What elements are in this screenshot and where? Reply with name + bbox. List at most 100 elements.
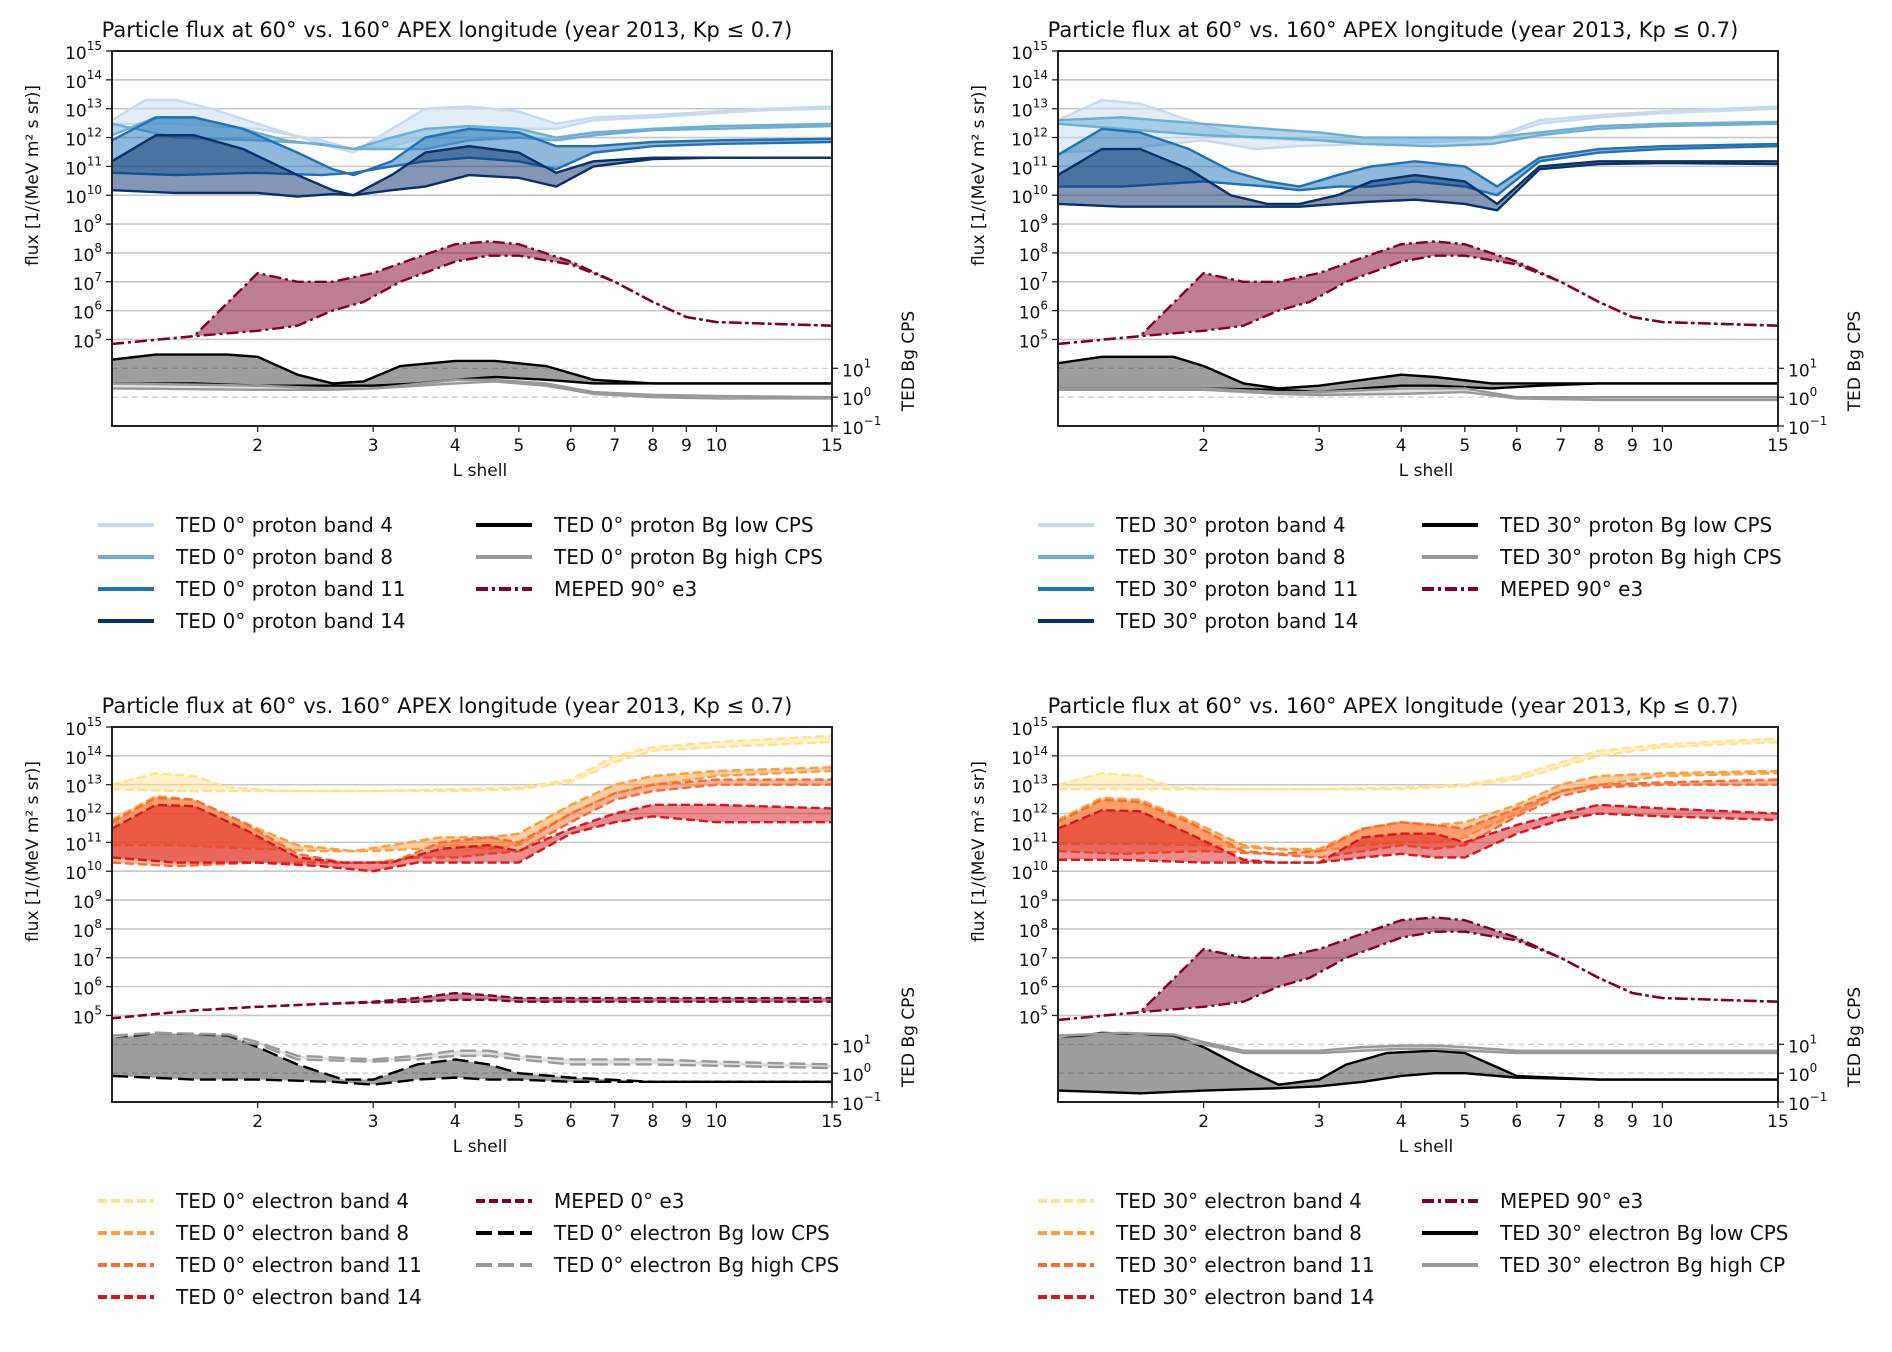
y-right-tick-label: 10−1 — [1788, 414, 1827, 439]
series-group — [112, 98, 832, 400]
x-tick-label: 8 — [1593, 436, 1604, 456]
band-fill-ted-30-proton-band-4 — [1058, 100, 1778, 153]
legend-label: TED 30° electron band 4 — [1116, 1189, 1362, 1213]
series-line-ted-30-electron-band-4-upper — [1058, 737, 1778, 791]
legend-swatch-icon — [98, 1263, 154, 1267]
y-right-axis-label: TED Bg CPS — [899, 987, 919, 1088]
x-tick-label: 8 — [1593, 1112, 1604, 1132]
electron-0deg-chart: Particle flux at 60° vs. 160° APEX longi… — [23, 694, 919, 1157]
y-tick-label: 1013 — [65, 773, 102, 798]
legend-swatch-icon — [98, 1295, 154, 1299]
band-fill-ted-0-proton-bg-low-cps — [112, 354, 832, 386]
x-tick-label: 9 — [681, 436, 692, 456]
y-tick-label: 107 — [73, 946, 102, 971]
legend-item: TED 30° electron band 4 — [1036, 1186, 1362, 1216]
legend-item: TED 0° electron Bg low CPS — [474, 1218, 830, 1248]
legend-swatch-icon — [476, 1199, 532, 1203]
y-tick-label: 1014 — [65, 744, 102, 769]
legend-swatch-icon — [1422, 1231, 1478, 1235]
series-line-ted-0-proton-bg-high-cps-lower — [112, 380, 832, 400]
y-tick-label: 1015 — [1011, 715, 1048, 740]
legend-item: TED 30° proton band 4 — [1036, 510, 1346, 540]
series-line-ted-0-proton-band-4-upper — [112, 98, 832, 154]
series-line-ted-30-proton-bg-low-cps-lower — [1058, 382, 1778, 394]
series-line-ted-30-proton-bg-low-cps-upper — [1058, 355, 1778, 390]
legend-item: TED 0° proton Bg high CPS — [474, 542, 823, 572]
y-axis-label: flux [1/(MeV m² s sr)] — [23, 85, 43, 266]
legend-label: MEPED 0° e3 — [554, 1189, 685, 1213]
legend-item: MEPED 90° e3 — [474, 574, 697, 604]
x-axis-label: L shell — [1399, 461, 1453, 481]
y-right-tick-label: 100 — [842, 1061, 871, 1086]
y-axis-label: flux [1/(MeV m² s sr)] — [23, 761, 43, 942]
y-tick-label: 1011 — [1011, 154, 1048, 179]
y-tick-label: 107 — [1019, 946, 1048, 971]
legend-item: TED 0° electron band 11 — [96, 1250, 422, 1280]
y-tick-label: 1011 — [65, 830, 102, 855]
y-tick-label: 105 — [1019, 327, 1048, 352]
x-tick-label: 5 — [513, 1112, 524, 1132]
x-tick-label: 2 — [1198, 436, 1209, 456]
y-tick-label: 109 — [73, 888, 102, 913]
y-tick-label: 107 — [73, 270, 102, 295]
legend-label: TED 0° proton band 8 — [176, 545, 393, 569]
legend-item: MEPED 0° e3 — [474, 1186, 684, 1216]
legend-label: TED 0° electron band 8 — [176, 1221, 410, 1245]
series-line-ted-0-electron-band-11-upper — [112, 778, 832, 864]
series-line-ted-30-proton-band-11-upper — [1058, 127, 1778, 188]
y-right-tick-label: 10−1 — [842, 1090, 881, 1115]
legend-swatch-icon — [1038, 587, 1094, 591]
x-tick-label: 4 — [450, 1112, 461, 1132]
x-tick-label: 3 — [368, 436, 379, 456]
x-tick-label: 10 — [1652, 436, 1674, 456]
legend-item: TED 30° proton band 8 — [1036, 542, 1346, 572]
x-tick-label: 15 — [1767, 1112, 1789, 1132]
x-tick-label: 6 — [565, 436, 576, 456]
legend-label: TED 30° proton band 8 — [1116, 545, 1346, 569]
plot-frame — [111, 726, 833, 1103]
legend-label: MEPED 90° e3 — [554, 577, 698, 601]
legend-item: TED 0° proton band 4 — [96, 510, 393, 540]
proton-0deg-chart: Particle flux at 60° vs. 160° APEX longi… — [23, 18, 919, 481]
legend-label: TED 0° proton Bg low CPS — [554, 513, 814, 537]
legend-swatch-icon — [1038, 1295, 1094, 1299]
legend-label: TED 0° proton band 4 — [176, 513, 393, 537]
legend-swatch-icon — [1422, 1199, 1478, 1203]
legend-item: TED 30° proton Bg low CPS — [1420, 510, 1772, 540]
series-line-ted-30-proton-bg-high-cps-upper — [1058, 387, 1778, 399]
y-tick-label: 1014 — [1011, 68, 1048, 93]
y-tick-label: 1010 — [1011, 859, 1048, 884]
band-fill-ted-0-electron-bg-high-cps — [112, 1032, 832, 1069]
legend-swatch-icon — [1038, 1263, 1094, 1267]
x-tick-label: 9 — [681, 1112, 692, 1132]
series-group — [1058, 98, 1778, 402]
x-tick-label: 4 — [1396, 1112, 1407, 1132]
y-tick-label: 1010 — [65, 859, 102, 884]
y-tick-label: 106 — [1019, 299, 1048, 324]
x-tick-label: 15 — [821, 436, 843, 456]
x-tick-label: 15 — [1767, 436, 1789, 456]
legend-item: MEPED 90° e3 — [1420, 1186, 1643, 1216]
legend-item: TED 0° electron band 14 — [96, 1282, 422, 1312]
legend-label: TED 30° electron band 8 — [1116, 1221, 1362, 1245]
legend-label: TED 30° electron band 11 — [1116, 1253, 1375, 1277]
legend-item: MEPED 90° e3 — [1420, 574, 1643, 604]
legend-swatch-icon — [98, 555, 154, 559]
legend-label: TED 30° electron band 14 — [1116, 1285, 1375, 1309]
y-axis-label: flux [1/(MeV m² s sr)] — [969, 761, 989, 942]
y-tick-label: 1013 — [65, 97, 102, 122]
y-tick-label: 1010 — [65, 183, 102, 208]
y-tick-label: 109 — [1019, 888, 1048, 913]
legend-swatch-icon — [476, 555, 532, 559]
x-tick-label: 7 — [609, 436, 620, 456]
y-tick-label: 106 — [73, 975, 102, 1000]
legend-label: TED 0° electron Bg low CPS — [554, 1221, 830, 1245]
x-tick-label: 8 — [647, 1112, 658, 1132]
y-tick-label: 1012 — [65, 802, 102, 827]
x-axis-label: L shell — [453, 461, 507, 481]
x-tick-label: 4 — [450, 436, 461, 456]
series-line-ted-30-electron-band-4-lower — [1058, 740, 1778, 791]
y-right-tick-label: 10−1 — [842, 414, 881, 439]
y-right-tick-label: 101 — [1788, 1032, 1817, 1057]
legend-label: TED 30° proton band 4 — [1116, 513, 1346, 537]
